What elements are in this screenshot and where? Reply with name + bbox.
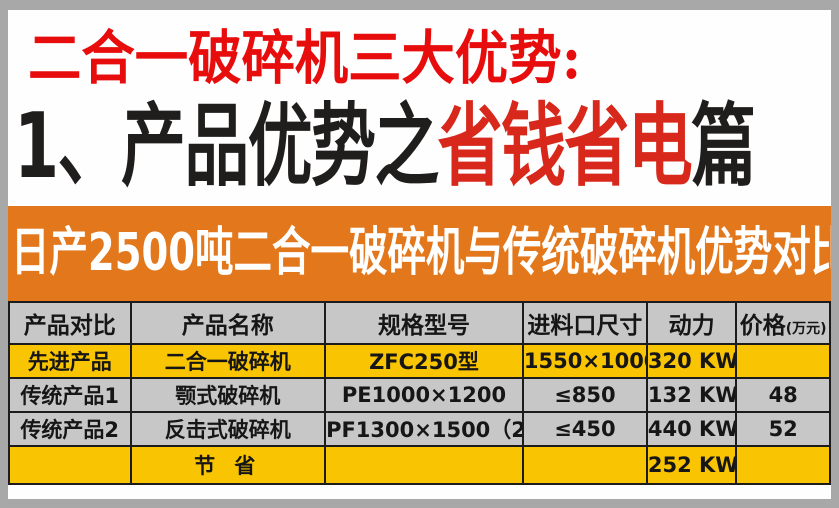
comparison-table: 产品对比 产品名称 规格型号 进料口尺寸 动力 价格(万元) 先进产品 二合一破…: [8, 301, 831, 485]
table-header-row: 产品对比 产品名称 规格型号 进料口尺寸 动力 价格(万元): [8, 301, 831, 345]
cell-feed-size: [521, 445, 648, 485]
cell-product-name: 二合一破碎机: [129, 343, 327, 379]
cell-savings-power: 252 KW: [645, 445, 738, 485]
cell-compare-label: 传统产品2: [8, 411, 132, 447]
cell-model: PE1000×1200: [324, 377, 524, 413]
cell-feed-size: 1550×1000: [521, 343, 648, 379]
cell-product-name: 颚式破碎机: [129, 377, 327, 413]
heading-highlight: 省钱省电: [437, 94, 693, 199]
table-row-advanced-product: 先进产品 二合一破碎机 ZFC250型 1550×1000 320 KW: [8, 343, 831, 379]
comparison-banner: 日产2500吨二合一破碎机与传统破碎机优势对比: [8, 206, 831, 301]
cell-feed-size: ≤450: [521, 411, 648, 447]
cell-compare-label: 先进产品: [8, 343, 132, 379]
page-title: 二合一破碎机三大优势:: [28, 24, 582, 92]
price-header-main: 价格: [739, 313, 786, 339]
column-header-price: 价格(万元): [735, 301, 831, 345]
cell-power: 440 KW: [645, 411, 738, 447]
comparison-banner-text: 日产2500吨二合一破碎机与传统破碎机优势对比: [10, 223, 831, 283]
price-header-unit: (万元): [785, 321, 827, 337]
cell-power: 132 KW: [645, 377, 738, 413]
cell-compare-label: [8, 445, 132, 485]
heading-prefix: 1、产品优势之: [14, 94, 439, 199]
cell-price: 52: [735, 411, 831, 447]
cell-price: [735, 445, 831, 485]
column-header-product-compare: 产品对比: [8, 301, 132, 345]
cell-model: ZFC250型: [324, 343, 524, 379]
column-header-model: 规格型号: [324, 301, 524, 345]
cell-power: 320 KW: [645, 343, 738, 379]
column-header-product-name: 产品名称: [129, 301, 327, 345]
cell-compare-label: 传统产品1: [8, 377, 132, 413]
column-header-power: 动力: [645, 301, 738, 345]
cell-price: [735, 343, 831, 379]
table-row-traditional-2: 传统产品2 反击式破碎机 PF1300×1500（2台） ≤450 440 KW…: [8, 411, 831, 447]
flyer-page: 二合一破碎机三大优势: 1、产品优势之省钱省电篇 日产2500吨二合一破碎机与传…: [8, 10, 831, 499]
section-heading: 1、产品优势之省钱省电篇: [14, 98, 756, 196]
cell-product-name: 反击式破碎机: [129, 411, 327, 447]
cell-model: PF1300×1500（2台）: [324, 411, 524, 447]
column-header-feed-size: 进料口尺寸: [521, 301, 648, 345]
table-row-savings: 节 省 252 KW: [8, 445, 831, 485]
cell-model: [324, 445, 524, 485]
heading-suffix: 篇: [691, 94, 756, 199]
table-row-traditional-1: 传统产品1 颚式破碎机 PE1000×1200 ≤850 132 KW 48: [8, 377, 831, 413]
cell-price: 48: [735, 377, 831, 413]
cell-feed-size: ≤850: [521, 377, 648, 413]
cell-savings-label: 节 省: [129, 445, 327, 485]
